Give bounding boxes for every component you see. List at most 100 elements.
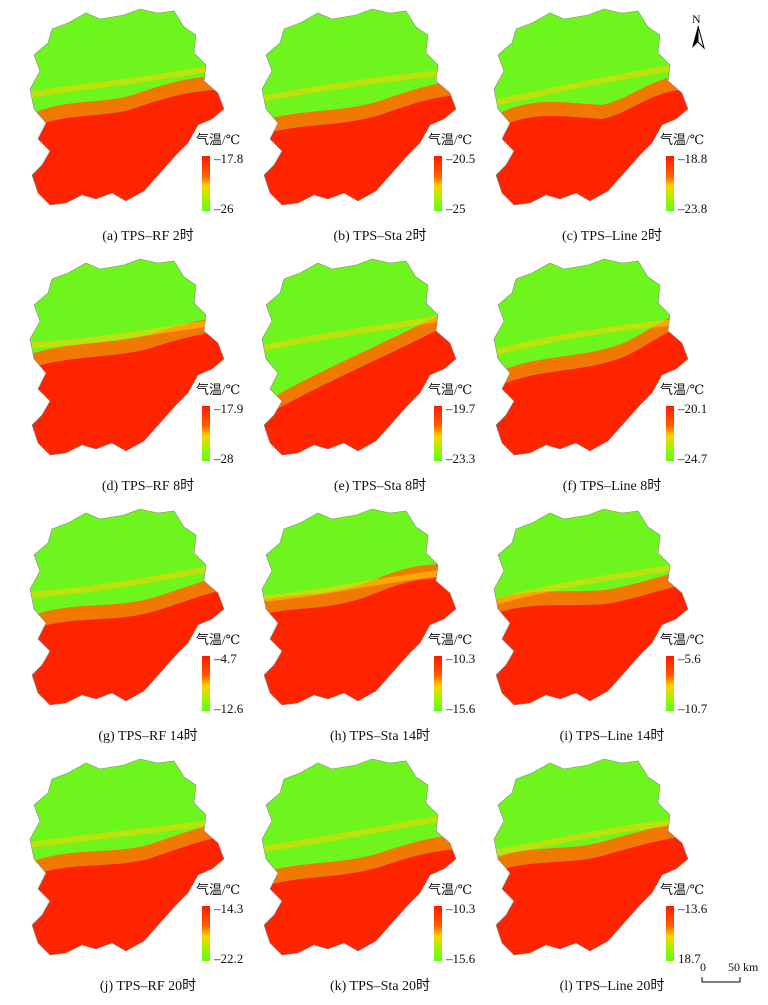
legend-min-value: 18.7 (678, 951, 701, 966)
panel-caption: (f) TPS–Line 8时 (562, 479, 662, 494)
region-map (493, 8, 689, 206)
map-panel: 气温/℃ –18.8 –23.8 (c) TPS–Line 2时 (484, 5, 740, 255)
region-map (493, 508, 689, 706)
legend-max-value: –4.7 (214, 651, 237, 666)
legend-color-bar (202, 656, 210, 711)
legend-title: 气温/℃ (196, 132, 241, 147)
legend-max-value: –5.6 (678, 651, 701, 666)
legend-title: 气温/℃ (660, 132, 705, 147)
legend-min-value: –15.6 (446, 701, 476, 716)
scale-line-icon (701, 977, 741, 983)
map-panel: 气温/℃ –4.7 –12.6 (g) TPS–RF 14时 (20, 505, 276, 755)
region-map (29, 8, 225, 206)
legend-color-bar (666, 656, 674, 711)
legend: 气温/℃ –5.6 –10.7 (652, 623, 740, 723)
legend-title: 气温/℃ (660, 882, 705, 897)
legend-min-value: –15.6 (446, 951, 476, 966)
legend-min-value: –22.2 (214, 951, 244, 966)
legend-max-value: –19.7 (446, 401, 476, 416)
scale-distance-label: 50 km (728, 960, 759, 974)
region-map (261, 8, 457, 206)
legend-color-bar (666, 406, 674, 461)
panel-caption: (b) TPS–Sta 2时 (333, 229, 427, 244)
legend: 气温/℃ –17.9 –28 (188, 373, 276, 473)
legend-max-value: –20.1 (678, 401, 708, 416)
legend-title: 气温/℃ (428, 382, 473, 397)
legend: 气温/℃ –19.7 –23.3 (420, 373, 508, 473)
legend-title: 气温/℃ (660, 632, 705, 647)
map-panel: 气温/℃ –5.6 –10.7 (i) TPS–Line 14时 (484, 505, 740, 755)
panel-caption: (a) TPS–RF 2时 (102, 229, 194, 244)
map-panel: 气温/℃ –20.5 –25 (b) TPS–Sta 2时 (252, 5, 508, 255)
legend-color-bar (434, 156, 442, 211)
legend-color-bar (202, 906, 210, 961)
legend-color-bar (202, 406, 210, 461)
region-map (29, 758, 225, 956)
legend: 气温/℃ –18.8 –23.8 (652, 123, 740, 223)
legend-color-bar (434, 406, 442, 461)
legend-title: 气温/℃ (196, 632, 241, 647)
panel-caption: (g) TPS–RF 14时 (98, 729, 198, 744)
legend: 气温/℃ –13.6 18.7 (652, 873, 740, 973)
legend: 气温/℃ –20.5 –25 (420, 123, 508, 223)
legend: 气温/℃ –17.8 –26 (188, 123, 276, 223)
legend-title: 气温/℃ (428, 632, 473, 647)
legend-color-bar (434, 656, 442, 711)
legend-title: 气温/℃ (428, 882, 473, 897)
legend-title: 气温/℃ (660, 382, 705, 397)
north-arrow-icon (692, 25, 705, 50)
panel-caption: (l) TPS–Line 20时 (559, 979, 665, 994)
map-panel: 气温/℃ –19.7 –23.3 (e) TPS–Sta 8时 (252, 255, 508, 505)
legend-max-value: –20.5 (446, 151, 476, 166)
legend-max-value: –17.9 (214, 401, 244, 416)
region-map (493, 758, 689, 956)
legend-min-value: –28 (214, 451, 234, 466)
region-map (261, 258, 457, 456)
legend-max-value: –18.8 (678, 151, 708, 166)
panel-caption: (e) TPS–Sta 8时 (333, 479, 427, 494)
legend-max-value: –10.3 (446, 901, 476, 916)
panel-caption: (h) TPS–Sta 14时 (329, 729, 431, 744)
region-map (29, 508, 225, 706)
map-panel: 气温/℃ –14.3 –22.2 (j) TPS–RF 20时 (20, 755, 276, 1005)
region-map (261, 758, 457, 956)
legend-title: 气温/℃ (196, 382, 241, 397)
panel-caption: (k) TPS–Sta 20时 (329, 979, 431, 994)
legend-min-value: –25 (446, 201, 466, 216)
map-panel: 气温/℃ –10.3 –15.6 (k) TPS–Sta 20时 (252, 755, 508, 1005)
north-arrow: N (688, 12, 708, 52)
region-map (261, 508, 457, 706)
legend-max-value: –13.6 (678, 901, 708, 916)
legend-color-bar (666, 156, 674, 211)
legend-color-bar (434, 906, 442, 961)
panel-caption: (c) TPS–Line 2时 (561, 229, 663, 244)
legend-min-value: –24.7 (678, 451, 708, 466)
map-panel: 气温/℃ –17.8 –26 (a) TPS–RF 2时 (20, 5, 276, 255)
scale-bar: 0 50 km (690, 960, 768, 990)
region-map (493, 258, 689, 456)
map-panel: 气温/℃ –20.1 –24.7 (f) TPS–Line 8时 (484, 255, 740, 505)
map-panel: 气温/℃ –17.9 –28 (d) TPS–RF 8时 (20, 255, 276, 505)
map-panel: 气温/℃ –13.6 18.7 (l) TPS–Line 20时 (484, 755, 740, 1005)
legend: 气温/℃ –20.1 –24.7 (652, 373, 740, 473)
panel-caption: (i) TPS–Line 14时 (559, 729, 665, 744)
legend-min-value: –23.3 (446, 451, 476, 466)
legend: 气温/℃ –14.3 –22.2 (188, 873, 276, 973)
legend-title: 气温/℃ (196, 882, 241, 897)
legend-max-value: –17.8 (214, 151, 244, 166)
panel-caption: (d) TPS–RF 8时 (101, 479, 195, 494)
legend-min-value: –23.8 (678, 201, 708, 216)
panel-caption: (j) TPS–RF 20时 (99, 979, 197, 994)
legend-color-bar (202, 156, 210, 211)
legend-min-value: –12.6 (214, 701, 244, 716)
scale-zero-label: 0 (700, 960, 706, 974)
north-label: N (692, 12, 701, 26)
legend-min-value: –26 (214, 201, 234, 216)
legend-min-value: –10.7 (678, 701, 708, 716)
map-panel: 气温/℃ –10.3 –15.6 (h) TPS–Sta 14时 (252, 505, 508, 755)
legend-max-value: –10.3 (446, 651, 476, 666)
region-map (29, 258, 225, 456)
legend: 气温/℃ –10.3 –15.6 (420, 873, 508, 973)
legend-max-value: –14.3 (214, 901, 244, 916)
legend: 气温/℃ –10.3 –15.6 (420, 623, 508, 723)
